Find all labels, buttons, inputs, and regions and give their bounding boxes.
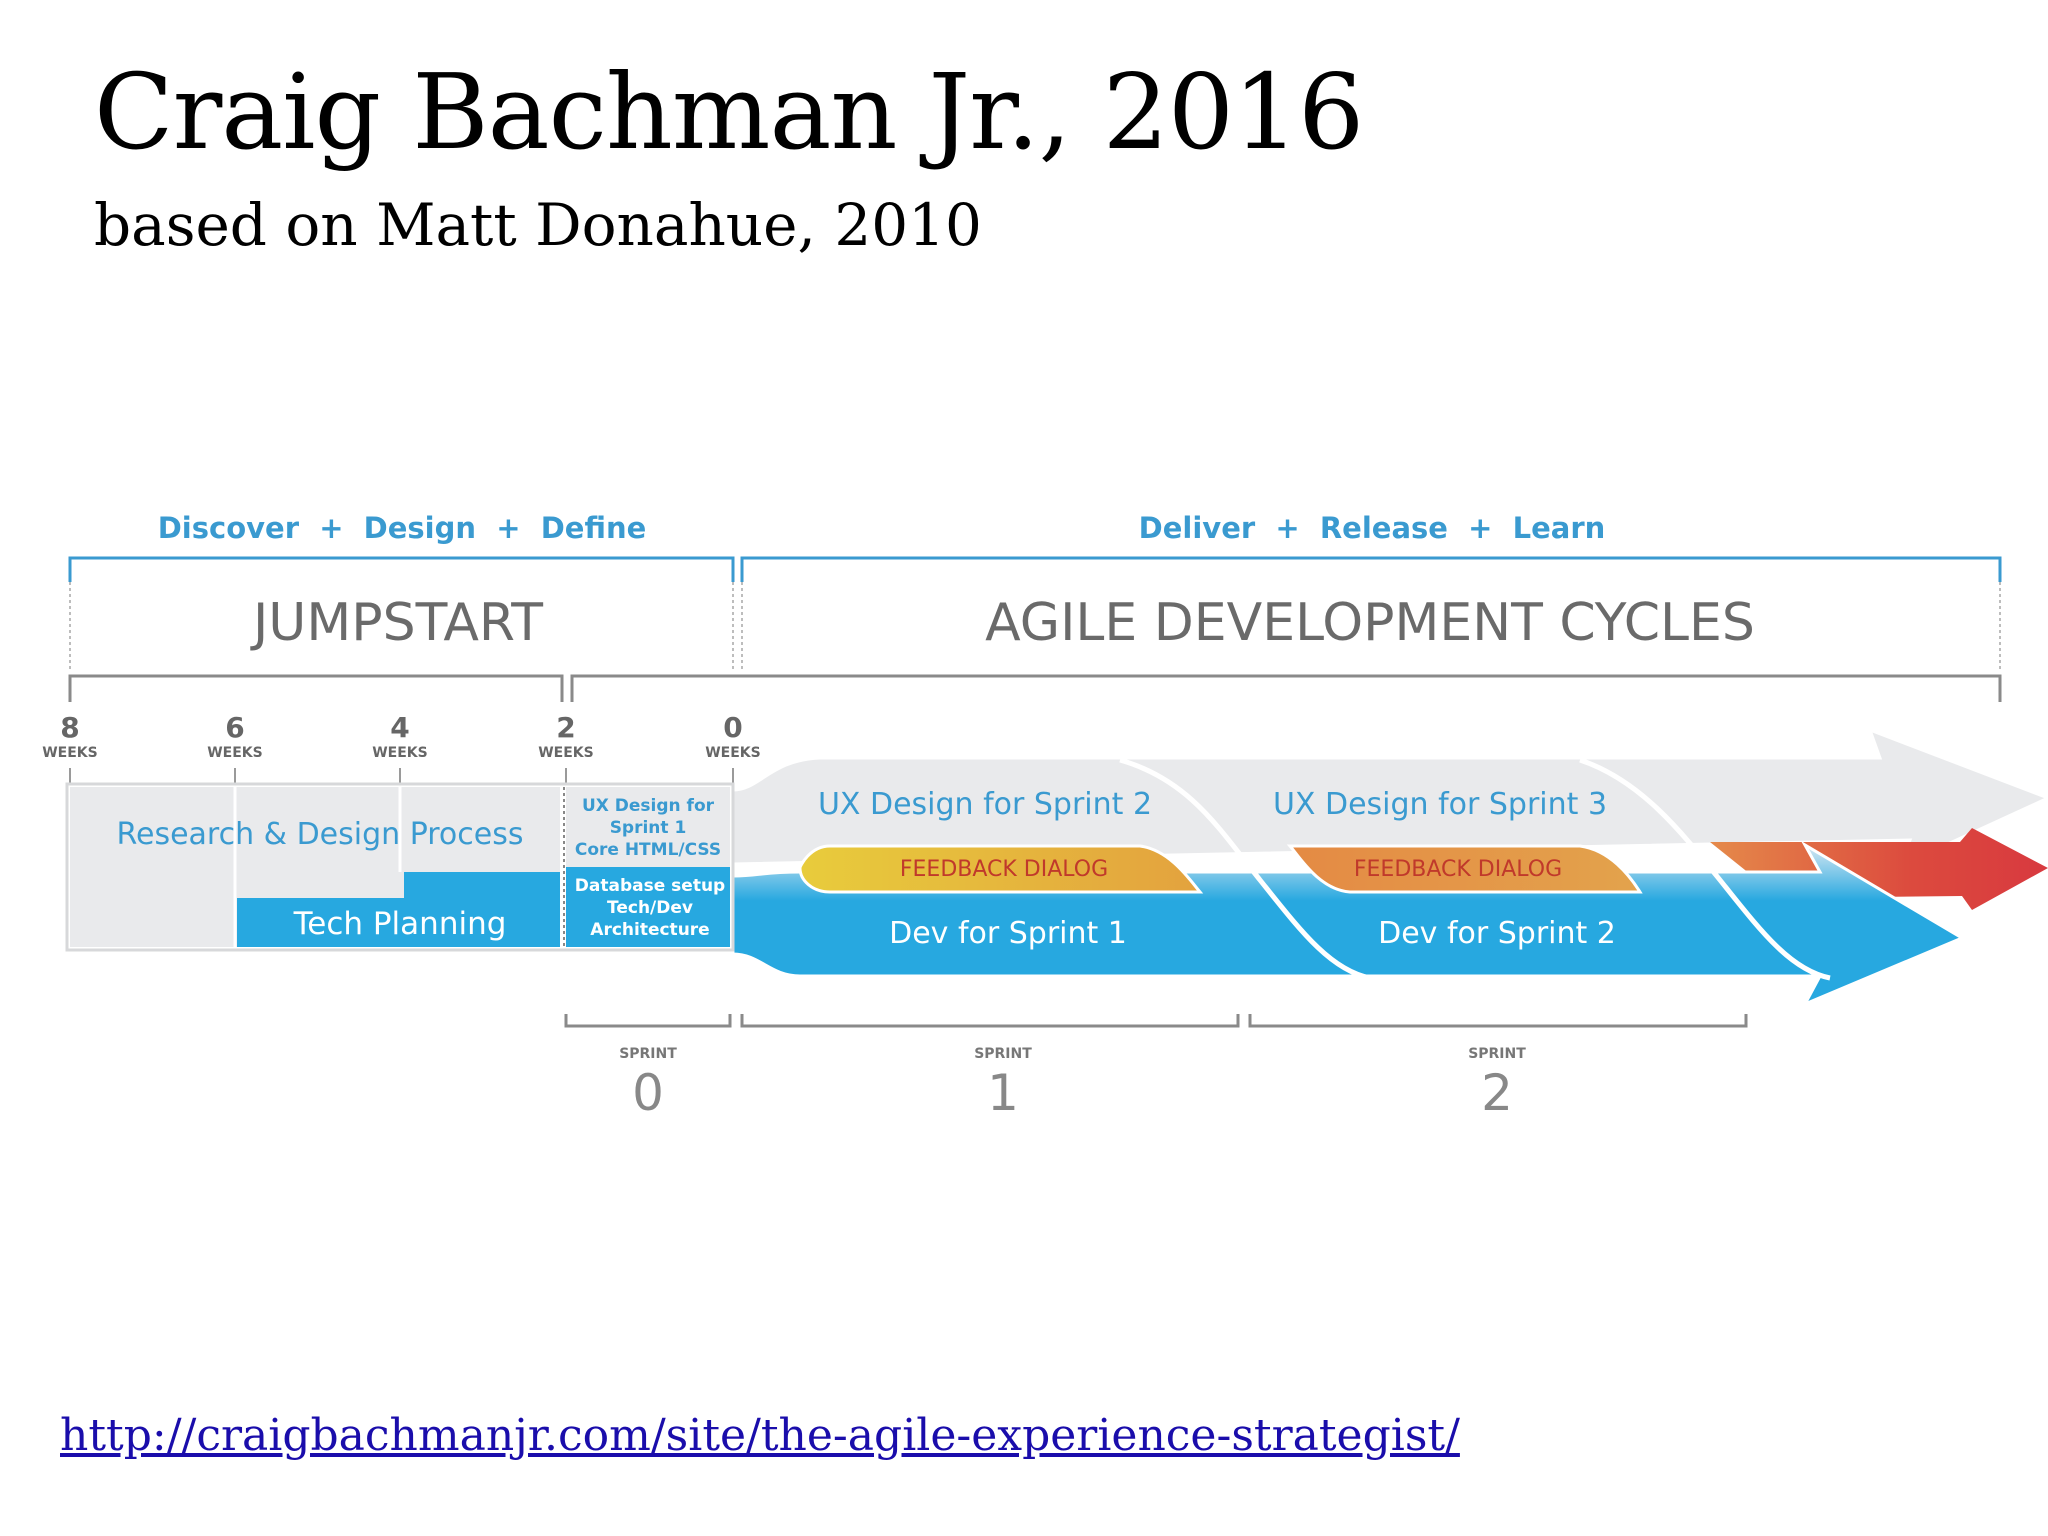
sprint2-bracket (1248, 1014, 1748, 1028)
week-marker-value: 4 (390, 711, 409, 744)
deliver-release-learn-header: Deliver + Release + Learn (1139, 511, 1606, 545)
database-setup-line1: Database setup (575, 876, 725, 896)
week-marker-8: 8 WEEKS (42, 711, 98, 761)
week-marker-2: 2 WEEKS (538, 711, 594, 761)
ux-sprint2-label: UX Design for Sprint 2 (818, 787, 1152, 822)
week-marker-6: 6 WEEKS (207, 711, 263, 761)
jumpstart-label: JUMPSTART (250, 593, 543, 653)
sprint-0-marker: SPRINT 0 (619, 1046, 677, 1122)
week-marker-value: 6 (225, 711, 244, 744)
research-design-label: Research & Design Process (117, 817, 524, 852)
timeline-bracket-right (570, 674, 2002, 702)
ux-sprint1-line2: Sprint 1 (610, 818, 687, 838)
sprint-label: SPRINT (974, 1046, 1032, 1062)
week-marker-0: 0 WEEKS (705, 711, 761, 761)
sprint-label: SPRINT (619, 1046, 677, 1062)
agile-bracket (740, 556, 2002, 582)
sprint-divider-curve-2 (1579, 757, 1831, 981)
dev-sprint1-label: Dev for Sprint 1 (889, 916, 1127, 951)
week-marker-4: 4 WEEKS (372, 711, 428, 761)
week-marker-unit: WEEKS (42, 745, 98, 761)
database-setup-line2: Tech/Dev (607, 898, 693, 918)
week-ticks (69, 768, 734, 784)
sprint-number: 0 (632, 1064, 664, 1122)
sprint-2-marker: SPRINT 2 (1468, 1046, 1526, 1122)
tech-planning-label: Tech Planning (293, 906, 507, 942)
sprint-label: SPRINT (1468, 1046, 1526, 1062)
database-setup-block (566, 867, 730, 947)
slide-subtitle: based on Matt Donahue, 2010 (94, 191, 982, 259)
tech-planning-block (237, 872, 560, 947)
slide-title: Craig Bachman Jr., 2016 (94, 51, 1364, 173)
database-setup-line3: Architecture (590, 920, 709, 940)
sprint-divider-curve-1 (1119, 757, 1371, 981)
week-marker-value: 2 (556, 711, 575, 744)
week-marker-unit: WEEKS (207, 745, 263, 761)
ux-sprint3-label: UX Design for Sprint 3 (1273, 787, 1607, 822)
feedback-band-2 (1286, 844, 1643, 894)
ux-sprint1-block (566, 787, 730, 867)
agile-cycles-label: AGILE DEVELOPMENT CYCLES (985, 593, 1755, 653)
week-marker-unit: WEEKS (538, 745, 594, 761)
source-link[interactable]: http://craigbachmanjr.com/site/the-agile… (60, 1410, 1460, 1461)
week-marker-value: 0 (723, 711, 742, 744)
timeline-bracket-left (68, 674, 564, 702)
week-marker-value: 8 (60, 711, 79, 744)
feedback-dialog-label-1: FEEDBACK DIALOG (900, 857, 1108, 882)
feedback-band-1 (798, 844, 1204, 894)
discover-design-define-header: Discover + Design + Define (158, 511, 647, 545)
sprint-number: 1 (987, 1064, 1019, 1122)
week-marker-unit: WEEKS (372, 745, 428, 761)
ux-sprint1-line1: UX Design for (582, 796, 715, 816)
sprint0-bracket (564, 1014, 732, 1028)
sprint-number: 2 (1481, 1064, 1513, 1122)
sprint-1-marker: SPRINT 1 (974, 1046, 1032, 1122)
sprint1-bracket (740, 1014, 1240, 1028)
dev-sprint2-label: Dev for Sprint 2 (1378, 916, 1616, 951)
jumpstart-bracket (68, 556, 735, 582)
ux-sprint1-line3: Core HTML/CSS (575, 840, 721, 860)
week-marker-unit: WEEKS (705, 745, 761, 761)
feedback-dialog-label-2: FEEDBACK DIALOG (1354, 857, 1562, 882)
